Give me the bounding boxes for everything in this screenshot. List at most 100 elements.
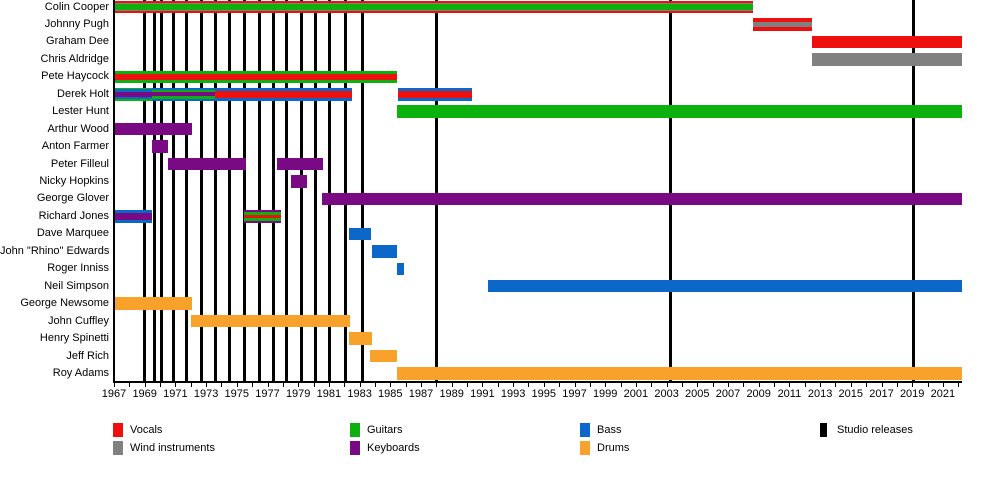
timeline-bar [114, 122, 193, 136]
bar-stripe-bass [114, 219, 153, 223]
bar-stripe-bass [114, 96, 153, 100]
member-label: Roy Adams [52, 366, 109, 379]
legend-label: Drums [597, 442, 630, 454]
axis-tick [282, 383, 284, 387]
bar-stripe-vocals [397, 90, 472, 98]
axis-tick [850, 383, 852, 387]
timeline-bar [114, 297, 193, 310]
bar-stripe-keyboards [244, 210, 282, 213]
axis-tick [206, 383, 208, 387]
bar-stripe-keyboards [321, 192, 962, 206]
timeline-bar [114, 210, 153, 223]
studio-release-line [272, 0, 276, 381]
bar-stripe-keyboards [114, 91, 153, 97]
axis-tick [697, 383, 699, 387]
axis-tick [912, 383, 914, 387]
member-label: Derek Holt [57, 87, 109, 100]
axis-tick [236, 383, 238, 387]
legend-swatch-releases [820, 423, 827, 437]
axis-year-label: 1999 [592, 388, 618, 400]
axis-tick [651, 383, 653, 387]
bar-stripe-bass [487, 279, 962, 293]
studio-release-line [314, 0, 318, 381]
axis-tick [298, 383, 300, 387]
axis-tick [144, 383, 146, 387]
axis-tick [712, 383, 714, 387]
member-label: Chris Aldridge [40, 52, 109, 65]
bar-stripe-keyboards [114, 213, 153, 220]
axis-year-label: 2019 [899, 388, 925, 400]
member-label: Graham Dee [46, 35, 109, 48]
member-label: George Glover [36, 192, 109, 205]
timeline-bar [152, 140, 168, 153]
studio-release-line [434, 0, 438, 381]
member-label: Henry Spinetti [39, 332, 109, 345]
bar-stripe-bass [397, 262, 405, 275]
bar-stripe-bass [215, 97, 352, 101]
axis-year-label: 2021 [930, 388, 956, 400]
axis-year-label: 2005 [685, 388, 710, 400]
studio-release-line [160, 0, 164, 381]
axis-year-label: 2001 [623, 388, 649, 400]
bar-stripe-keyboards [152, 92, 216, 97]
x-axis-line [112, 381, 962, 383]
axis-tick [190, 383, 192, 387]
axis-year-label: 1967 [101, 388, 127, 400]
timeline-bar [190, 314, 350, 328]
axis-tick [666, 383, 668, 387]
axis-tick [390, 383, 392, 387]
axis-tick [589, 383, 591, 387]
axis-year-label: 1995 [531, 388, 557, 400]
bar-stripe-drums [348, 332, 372, 345]
bar-stripe-vocals [215, 90, 352, 98]
bar-stripe-vocals [114, 73, 398, 80]
bar-stripe-bass [397, 97, 472, 101]
bar-stripe-guitars [244, 217, 282, 221]
timeline-bar [114, 0, 753, 14]
member-label: Anton Farmer [41, 140, 109, 153]
axis-year-label: 1993 [500, 388, 526, 400]
axis-tick [866, 383, 868, 387]
legend-label: Wind instruments [130, 442, 215, 454]
axis-year-label: 1973 [193, 388, 219, 400]
axis-tick [958, 383, 960, 387]
timeline-bar [152, 88, 216, 101]
timeline-bar [397, 262, 405, 275]
studio-release-line [361, 0, 365, 381]
timeline-bar [812, 53, 962, 66]
timeline-bar [348, 227, 372, 241]
axis-tick [328, 383, 330, 387]
bar-stripe-bass [114, 210, 153, 214]
bar-stripe-keyboards [291, 175, 307, 188]
studio-release-line [285, 0, 289, 381]
axis-tick [605, 383, 607, 387]
bar-stripe-guitars [397, 105, 962, 118]
bar-stripe-vocals [752, 27, 813, 31]
studio-release-line [143, 0, 147, 381]
member-label: John "Rhino" Edwards [0, 244, 110, 257]
studio-release-line [228, 0, 232, 381]
axis-tick [359, 383, 361, 387]
axis-year-label: 1981 [316, 388, 342, 400]
member-label: Dave Marquee [36, 227, 109, 240]
legend-swatch-bass [580, 423, 590, 437]
bar-stripe-bass [152, 88, 216, 90]
studio-release-line [199, 0, 203, 381]
axis-year-label: 2015 [838, 388, 864, 400]
axis-tick [543, 383, 545, 387]
axis-tick [896, 383, 898, 387]
axis-year-label: 1987 [408, 388, 434, 400]
timeline-bar [812, 35, 962, 49]
studio-release-line [213, 0, 217, 381]
bar-stripe-keyboards [152, 140, 168, 153]
bar-stripe-vocals [114, 0, 753, 3]
member-label: Jeff Rich [66, 349, 109, 362]
axis-tick [451, 383, 453, 387]
bar-stripe-guitars [114, 99, 153, 101]
axis-year-label: 2017 [869, 388, 894, 400]
bar-stripe-bass [114, 89, 153, 92]
axis-tick [436, 383, 438, 387]
bar-stripe-bass [348, 227, 372, 241]
timeline-bar [371, 245, 398, 258]
